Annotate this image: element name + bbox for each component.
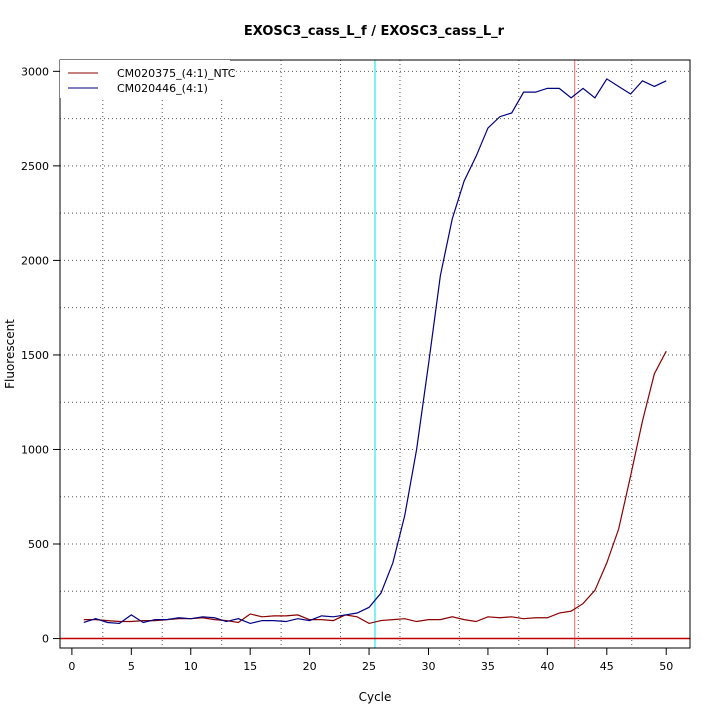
legend-label-series-2: CM020446_(4:1) xyxy=(117,82,208,95)
legend-box xyxy=(60,60,230,98)
x-tick-label: 40 xyxy=(540,660,554,673)
y-axis-label: Fluorescent xyxy=(3,319,17,389)
x-tick-label: 0 xyxy=(68,660,75,673)
y-axis: 0 500 1000 1500 2000 2500 3000 xyxy=(21,65,61,646)
x-tick-label: 35 xyxy=(481,660,495,673)
x-tick-label: 5 xyxy=(128,660,135,673)
y-tick-label: 0 xyxy=(42,633,49,646)
x-tick-label: 25 xyxy=(362,660,376,673)
legend: CM020375_(4:1)_NTC CM020446_(4:1) xyxy=(60,60,236,98)
x-tick-label: 15 xyxy=(243,660,257,673)
x-tick-label: 20 xyxy=(303,660,317,673)
y-tick-label: 1000 xyxy=(21,443,49,456)
y-tick-label: 1500 xyxy=(21,349,49,362)
x-tick-label: 30 xyxy=(421,660,435,673)
x-axis: 0 5 10 15 20 25 30 35 40 45 50 xyxy=(68,647,673,673)
y-tick-label: 2500 xyxy=(21,160,49,173)
series-line-2 xyxy=(83,78,667,625)
y-tick-label: 2000 xyxy=(21,254,49,267)
x-axis-label: Cycle xyxy=(359,690,392,704)
x-tick-label: 10 xyxy=(184,660,198,673)
x-tick-label: 45 xyxy=(600,660,614,673)
series-layer xyxy=(83,78,667,625)
series-line-1 xyxy=(83,350,667,625)
legend-label-series-1: CM020375_(4:1)_NTC xyxy=(117,67,236,80)
chart-title: EXOSC3_cass_L_f / EXOSC3_cass_L_r xyxy=(244,24,505,39)
y-tick-label: 500 xyxy=(28,538,49,551)
reference-lines xyxy=(60,60,690,648)
dotted-grid xyxy=(60,60,690,648)
x-tick-label: 50 xyxy=(659,660,673,673)
y-tick-label: 3000 xyxy=(21,65,49,78)
